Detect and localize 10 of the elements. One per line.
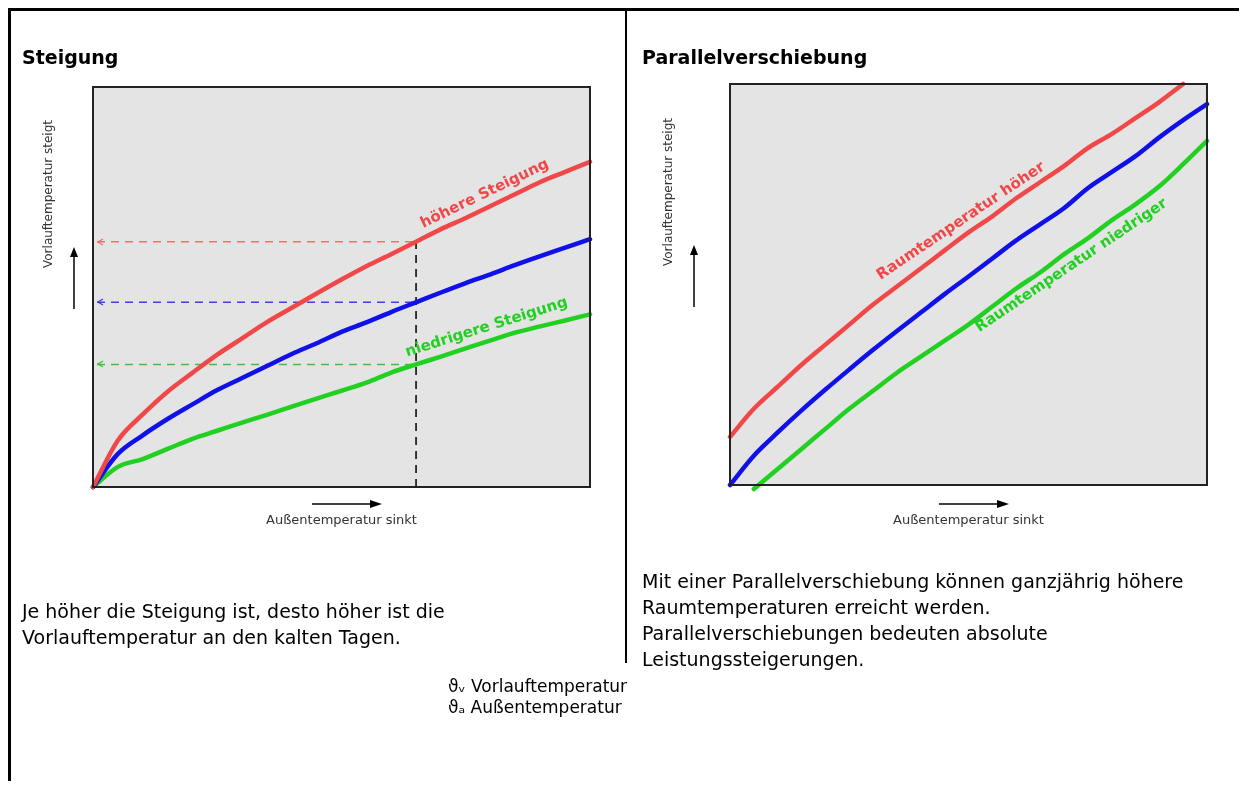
chart-title: Parallelverschiebung — [642, 46, 868, 68]
chart-title: Steigung — [22, 46, 119, 68]
x-axis-title: Außentemperatur sinkt — [265, 512, 418, 527]
x-axis-title: Außentemperatur sinkt — [892, 512, 1045, 527]
text: ϑₐ Außentemperatur — [448, 697, 623, 718]
text: Je höher die Steigung ist, desto höher ist die Vorlauftemperatur an den kalten Tagen. — [22, 599, 446, 650]
y-axis-title: Vorlauftemperatur steigt — [661, 117, 675, 266]
text: Mit einer Parallelverschiebung können ganzjährig höhere Raumtemperaturen erreicht werden. Parallelverschiebungen bedeuten absolute Leistungssteigerungen. — [642, 569, 1185, 672]
text: ϑᵥ Vorlauftemperatur — [448, 676, 628, 697]
y-axis-title: Vorlauftemperatur steigt — [41, 120, 55, 268]
